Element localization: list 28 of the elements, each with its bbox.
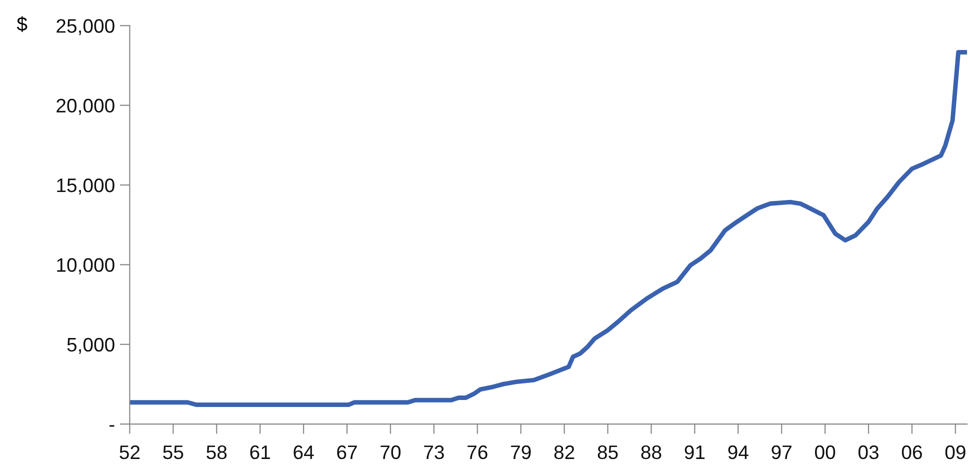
x-tick-label: 91: [684, 445, 705, 460]
x-tick-label: 58: [206, 445, 227, 460]
y-tick-label: 15,000: [57, 178, 114, 195]
x-tick-label: 06: [902, 445, 922, 460]
x-tick-label: 79: [511, 445, 531, 460]
line-series: [130, 50, 968, 407]
x-tick-label: 97: [772, 445, 792, 460]
y-tick-label: 25,000: [56, 19, 114, 36]
x-tick-label: 82: [554, 445, 574, 460]
x-tick-label: 03: [858, 445, 878, 460]
x-tick-label: 73: [424, 445, 444, 460]
x-tick-label: 00: [815, 445, 836, 460]
x-tick-label: 52: [120, 445, 140, 460]
x-tick-label: 88: [641, 445, 662, 460]
x-tick-label: 64: [294, 445, 314, 460]
y-tick-label: 20,000: [56, 98, 114, 115]
x-tick-label: 94: [728, 445, 748, 460]
x-tick-label: 09: [945, 445, 966, 460]
y-tick-label: 10,000: [57, 258, 114, 274]
y-axis-title: $: [16, 16, 28, 32]
x-tick-label: 70: [380, 445, 401, 460]
x-tick-label: 55: [163, 446, 184, 460]
x-tick-label: 61: [250, 445, 270, 460]
y-tick-label: 5,000: [67, 338, 114, 354]
y-tick-label: -: [110, 425, 114, 427]
x-tick-label: 85: [598, 445, 618, 460]
x-tick-label: 76: [468, 445, 488, 460]
x-tick-label: 67: [337, 445, 357, 460]
